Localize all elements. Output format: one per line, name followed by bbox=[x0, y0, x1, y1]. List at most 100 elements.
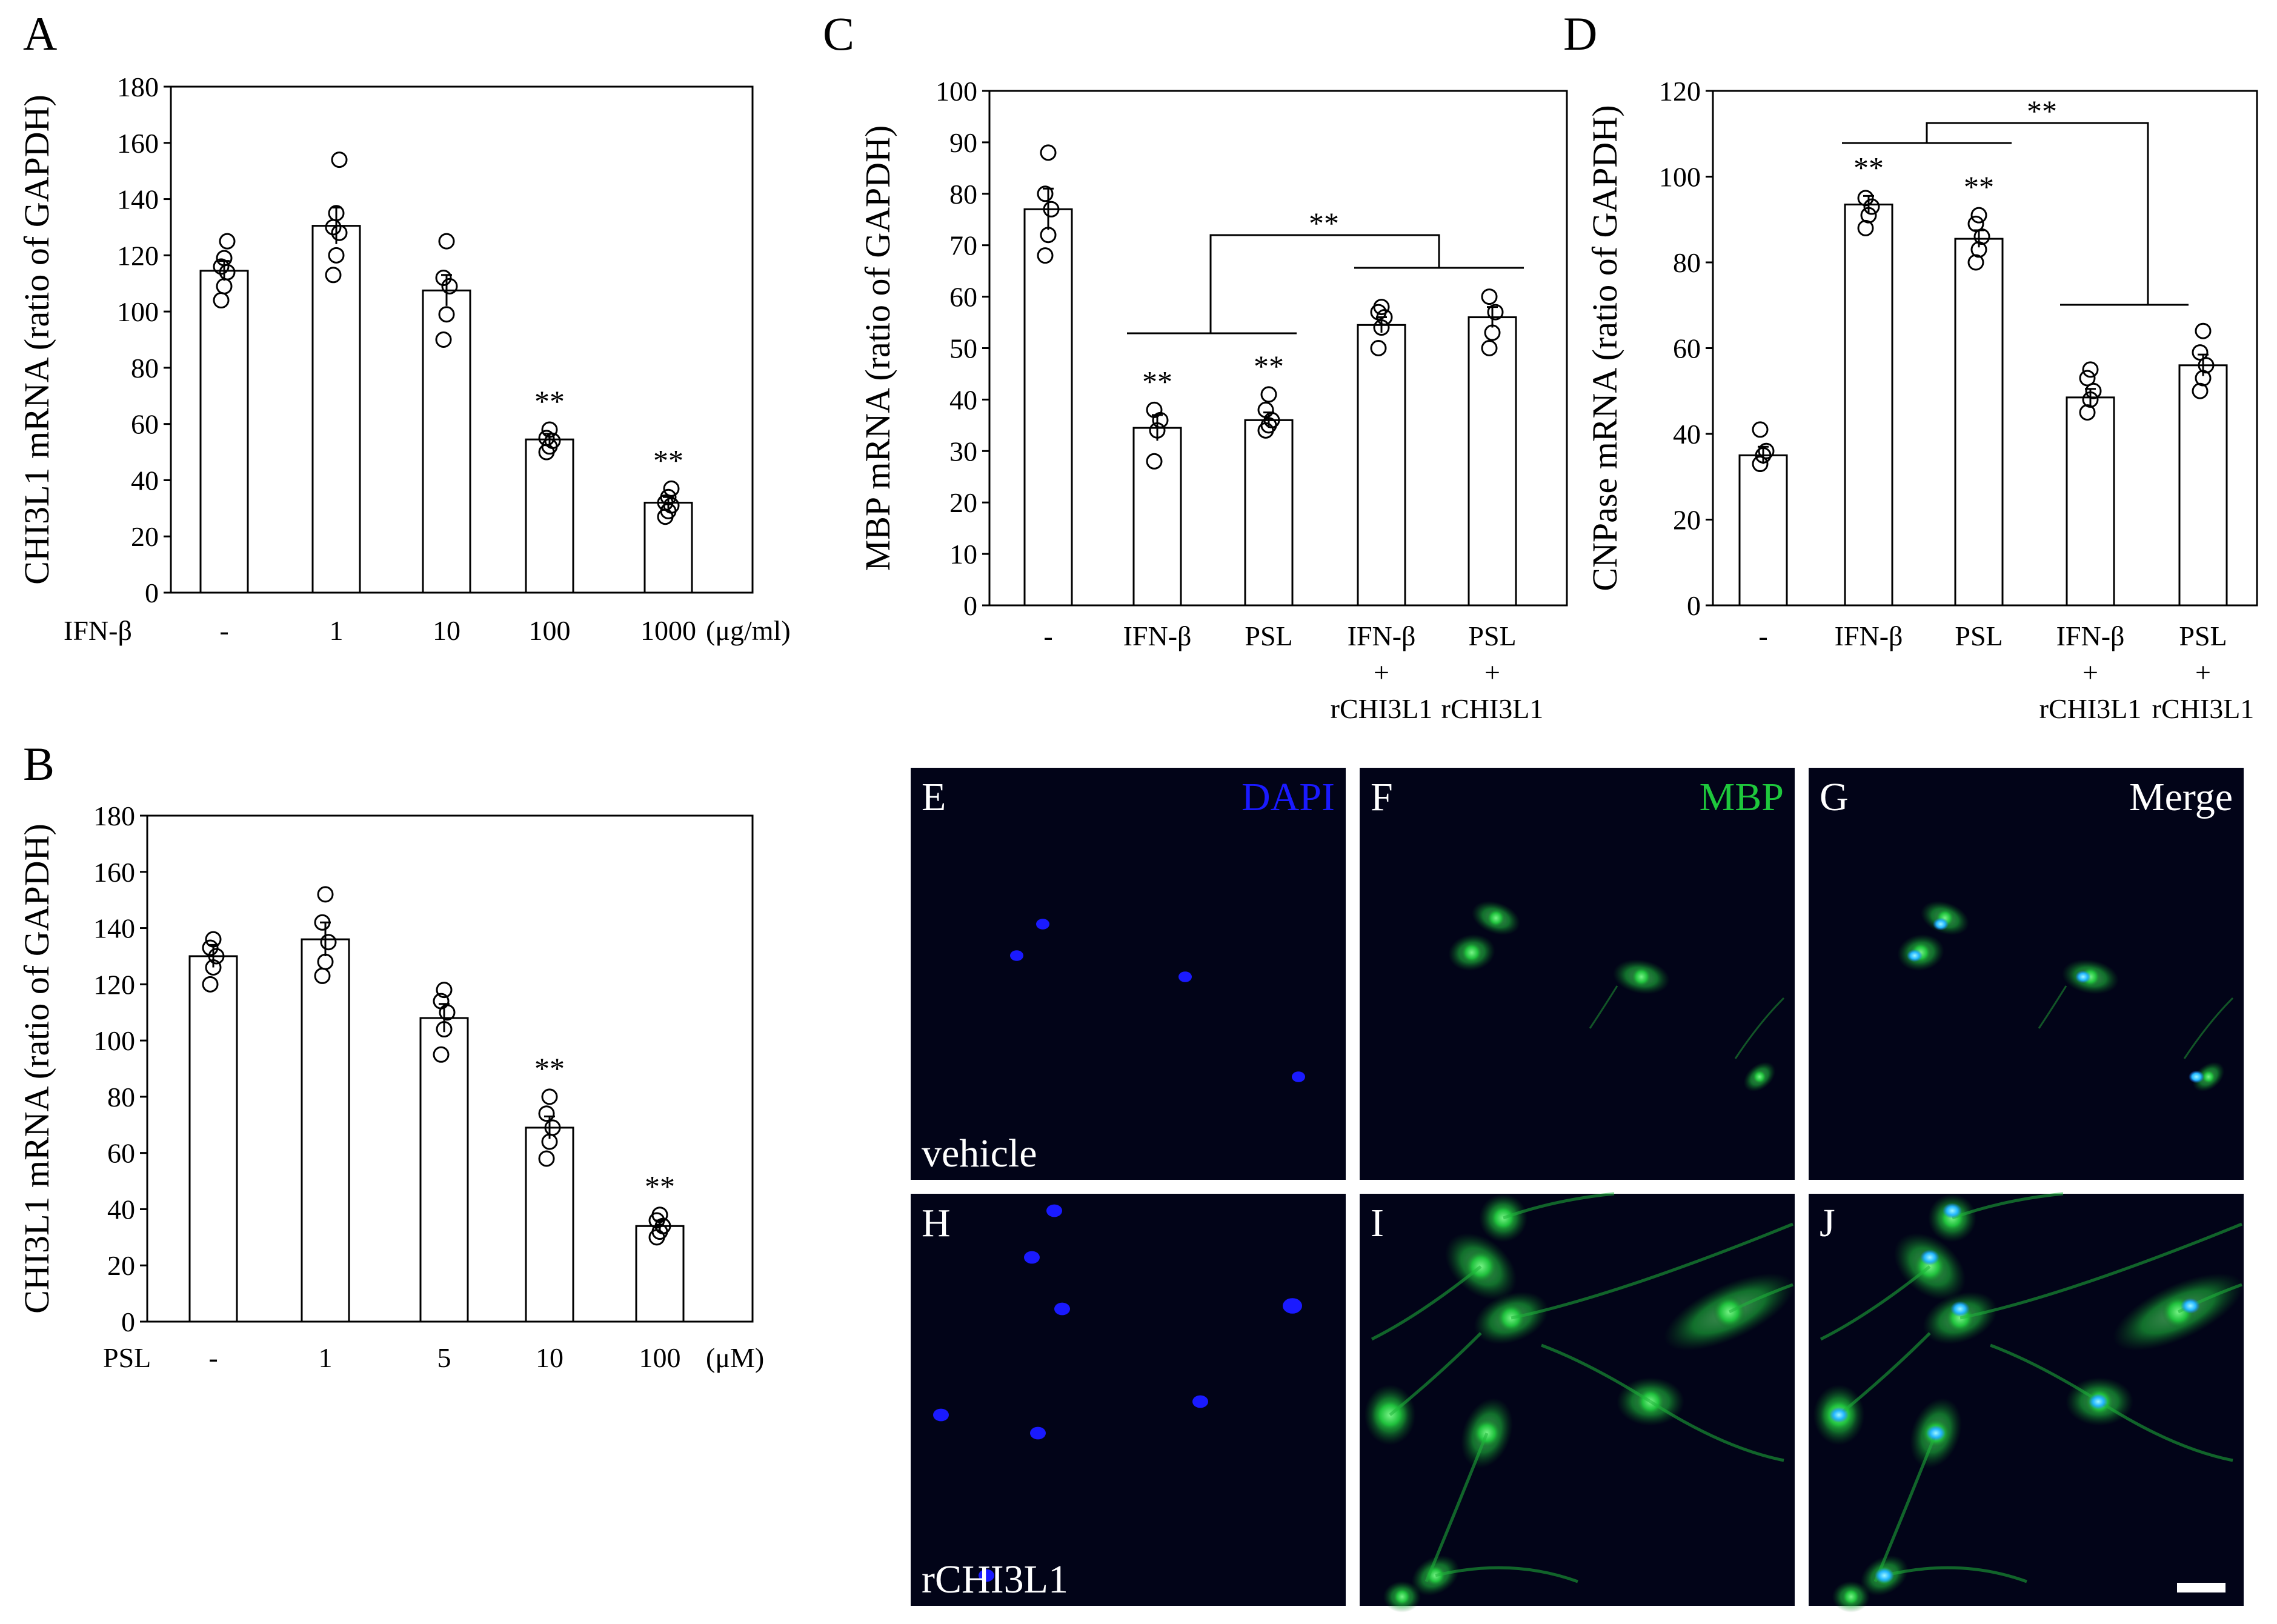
micrograph-background bbox=[1360, 1194, 1795, 1606]
category-label: PSL bbox=[1955, 621, 2003, 651]
cell-nucleus bbox=[1926, 1425, 1946, 1441]
cell-body bbox=[2192, 1062, 2225, 1092]
data-point bbox=[2082, 361, 2099, 378]
y-tick-label: 80 bbox=[1673, 247, 1701, 278]
data-point bbox=[2192, 382, 2209, 399]
data-point bbox=[1149, 422, 1166, 439]
category-label: + bbox=[2083, 657, 2098, 688]
significance-mark: ** bbox=[1964, 170, 1994, 204]
cell-process-line bbox=[1884, 1566, 2027, 1583]
micrograph-panel-letter: I bbox=[1371, 1201, 1384, 1245]
data-point bbox=[2195, 322, 2212, 339]
data-point bbox=[1752, 456, 1769, 473]
category-label: - bbox=[1043, 621, 1052, 651]
cell-nucleus bbox=[1030, 1426, 1046, 1440]
bar bbox=[525, 1126, 574, 1323]
channel-label: MBP bbox=[1700, 775, 1784, 819]
data-point bbox=[213, 258, 230, 275]
cell-process-line bbox=[1424, 1433, 1489, 1582]
condition-label: rCHI3L1 bbox=[922, 1557, 1068, 1602]
cell-process-line bbox=[1389, 1332, 1482, 1416]
channel-label: Merge bbox=[2129, 775, 2233, 819]
cell-nucleus bbox=[1192, 1395, 1208, 1408]
y-tick-label: 60 bbox=[107, 1138, 135, 1169]
data-point bbox=[654, 1217, 671, 1234]
cell-nucleus bbox=[1920, 1250, 1940, 1265]
data-point bbox=[202, 976, 219, 993]
chart-panel-b: B 0 20 40 60 80 100 120 140 160 180 CHI3L1 mRNA (ra… bbox=[17, 737, 764, 1373]
data-point bbox=[441, 278, 458, 295]
data-point bbox=[538, 1105, 555, 1122]
cell-body bbox=[1832, 1581, 1870, 1612]
category-label: IFN-β bbox=[1835, 621, 1903, 651]
panel-letter: A bbox=[23, 7, 57, 60]
cell-body bbox=[1383, 1581, 1421, 1612]
y-tick-label: 80 bbox=[107, 1082, 135, 1113]
y-tick-label: 40 bbox=[131, 465, 159, 496]
channel-label: DAPI bbox=[1242, 775, 1335, 819]
category-label: + bbox=[1374, 657, 1389, 688]
cell-nucleus bbox=[1950, 1301, 1970, 1317]
cell-nucleus bbox=[933, 1408, 949, 1422]
category-label: 1 bbox=[319, 1342, 333, 1373]
cell-nucleus bbox=[1024, 1251, 1040, 1264]
data-point bbox=[538, 430, 555, 447]
data-point bbox=[205, 931, 222, 948]
significance-mark: ** bbox=[1142, 364, 1172, 398]
cell-nucleus bbox=[1010, 950, 1023, 961]
micrograph-j: J bbox=[1809, 1192, 2244, 1612]
data-point bbox=[1484, 324, 1501, 341]
bar bbox=[2178, 364, 2228, 607]
cell-process-line bbox=[1503, 1192, 1615, 1220]
y-axis-title: MBP mRNA (ratio of GAPDH) bbox=[858, 125, 897, 571]
data-point bbox=[1481, 288, 1498, 305]
panel-letter: B bbox=[23, 737, 55, 790]
bar bbox=[1468, 316, 1517, 607]
data-point bbox=[1146, 401, 1163, 418]
y-tick-label: 180 bbox=[117, 72, 159, 102]
cell-body bbox=[1743, 1062, 1776, 1092]
cell-process-line bbox=[2183, 997, 2234, 1059]
category-label: rCHI3L1 bbox=[1441, 693, 1544, 724]
cell-process-line bbox=[1820, 1265, 1931, 1341]
y-tick-label: 0 bbox=[121, 1306, 135, 1337]
category-label: rCHI3L1 bbox=[2039, 693, 2142, 724]
y-tick-label: 90 bbox=[949, 127, 977, 158]
cell-nucleus bbox=[1933, 917, 1949, 931]
micrograph-i: I bbox=[1360, 1192, 1795, 1612]
data-point bbox=[1037, 185, 1054, 202]
y-tick-label: 100 bbox=[117, 296, 159, 327]
cell-soma bbox=[1461, 942, 1483, 963]
cell-nucleus bbox=[2089, 1394, 2108, 1409]
y-axis-title: CHI3L1 mRNA (ratio of GAPDH) bbox=[17, 95, 56, 585]
cell-nucleus bbox=[1054, 1302, 1070, 1316]
data-point bbox=[208, 948, 225, 965]
cell-process-line bbox=[1873, 1433, 1938, 1582]
data-point bbox=[331, 151, 348, 168]
cell-process-line bbox=[1960, 1222, 2242, 1320]
cell-nucleus bbox=[1829, 1407, 1849, 1423]
y-tick-label: 20 bbox=[949, 487, 977, 518]
cell-nucleus bbox=[1178, 971, 1192, 982]
data-point bbox=[541, 1088, 558, 1105]
y-tick-label: 160 bbox=[93, 857, 135, 888]
cell-process-line bbox=[1990, 1343, 2101, 1403]
chart-panel-d: D 0 20 40 60 80 100 120 CNPase mRNA (ratio of GA… bbox=[1563, 7, 2258, 724]
data-point bbox=[660, 488, 677, 505]
data-point bbox=[1037, 247, 1054, 264]
data-point bbox=[433, 993, 450, 1010]
cell-process-line bbox=[1649, 1400, 1784, 1462]
cell-nucleus bbox=[1875, 1568, 1894, 1583]
category-label: PSL bbox=[1468, 621, 1516, 651]
category-label: 1000 bbox=[640, 615, 696, 646]
data-point bbox=[1857, 190, 1874, 207]
data-point bbox=[1857, 219, 1874, 236]
y-tick-label: 100 bbox=[1659, 162, 1701, 193]
y-tick-label: 120 bbox=[117, 240, 159, 271]
data-point bbox=[1043, 201, 1060, 218]
chart-panel-c: C 0 10 20 30 40 50 60 70 80 90 100 MBP mRNA (ratio o… bbox=[823, 7, 1568, 724]
data-point bbox=[1973, 228, 1990, 245]
data-point bbox=[541, 421, 558, 438]
